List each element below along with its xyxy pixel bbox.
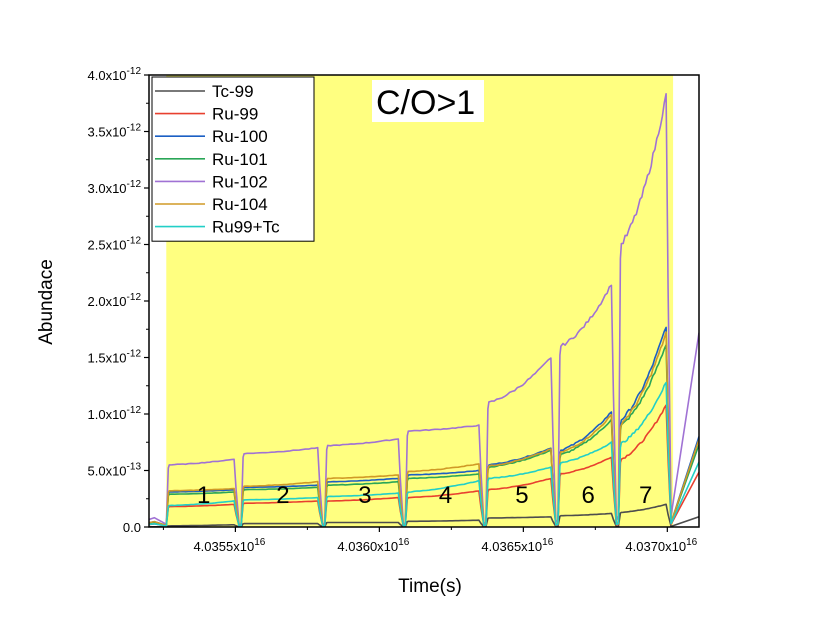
y-tick-label: 4.0x10-12	[88, 66, 142, 83]
series-line-ru-102	[149, 93, 699, 526]
y-tick-label: 3.0x10-12	[88, 179, 142, 196]
pulse-label: 5	[515, 482, 528, 509]
x-axis-title: Time(s)	[398, 576, 462, 597]
annotation-box	[372, 80, 484, 122]
legend-label: Ru-101	[212, 150, 268, 169]
legend-label: Ru-100	[212, 127, 268, 146]
y-tick-label: 1.0x10-12	[88, 405, 142, 422]
x-tick-label: 4.0370x1016	[625, 537, 697, 554]
series-line-ru99-tc	[149, 381, 699, 527]
series-line-tc-99	[149, 503, 699, 527]
pulse-label: 6	[581, 482, 594, 509]
x-tick-label: 4.0360x1016	[337, 537, 409, 554]
pulse-label: 4	[439, 482, 452, 509]
pulse-label: 7	[639, 482, 652, 509]
legend-label: Ru-99	[212, 105, 258, 124]
legend-label: Ru99+Tc	[212, 218, 280, 237]
x-tick-label: 4.0355x1016	[193, 537, 265, 554]
pulse-label: 3	[358, 482, 371, 509]
y-tick-label: 5.0x10-13	[88, 462, 142, 479]
legend-label: Tc-99	[212, 82, 254, 101]
pulse-label: 2	[276, 482, 289, 509]
legend-label: Ru-104	[212, 195, 268, 214]
y-axis-title: Abundace	[36, 259, 57, 345]
series-line-ru-100	[149, 326, 699, 527]
y-tick-label: 1.5x10-12	[88, 349, 142, 366]
series-line-ru-99	[149, 404, 699, 527]
x-tick-label: 4.0365x1016	[481, 537, 553, 554]
legend-label: Ru-102	[212, 172, 268, 191]
pulse-label: 1	[197, 482, 210, 509]
y-tick-label: 3.5x10-12	[88, 123, 142, 140]
series-line-ru-101	[149, 344, 699, 527]
y-tick-label: 2.5x10-12	[88, 236, 142, 253]
series-line-ru-104	[149, 331, 699, 527]
annotation-text: C/O>1	[376, 84, 475, 122]
y-tick-label: 0.0	[123, 520, 141, 535]
y-tick-label: 2.0x10-12	[88, 292, 142, 309]
